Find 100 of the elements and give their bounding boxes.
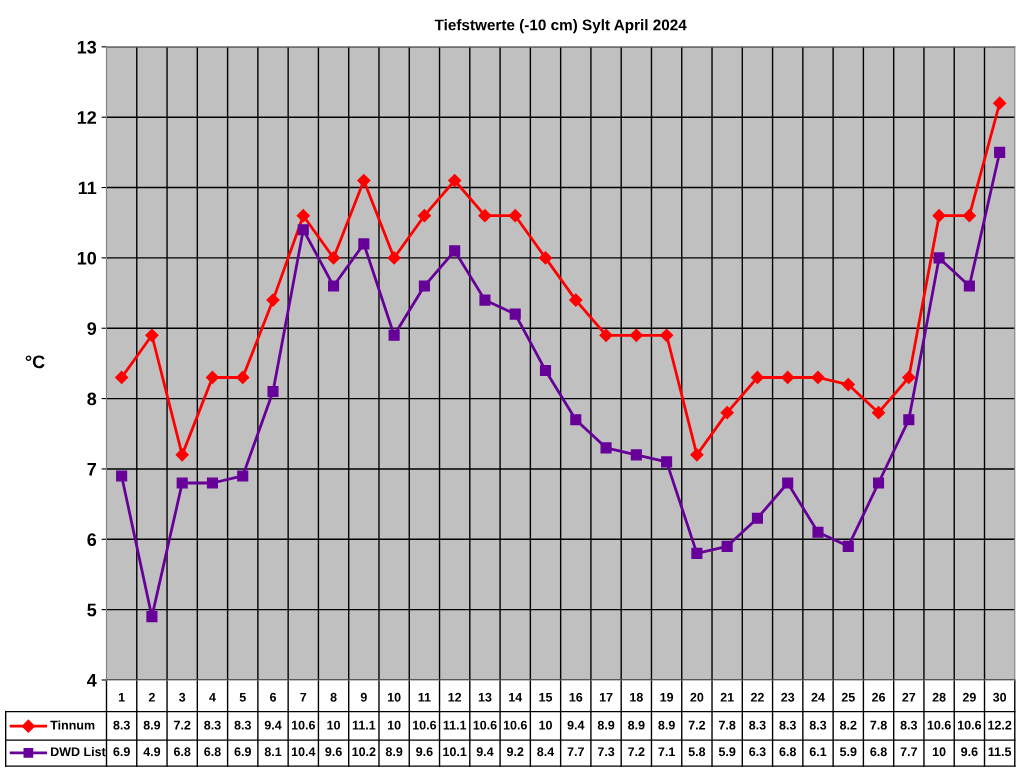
data-label: 11.1 xyxy=(443,720,467,730)
point xyxy=(933,252,945,264)
y-tick-label: 8 xyxy=(87,392,97,406)
point xyxy=(508,209,522,223)
point xyxy=(448,173,462,188)
x-tick-label: 22 xyxy=(750,692,764,702)
data-label: 7.3 xyxy=(597,747,615,757)
point xyxy=(175,448,189,462)
x-tick-label: 12 xyxy=(448,692,462,702)
data-label: 9.6 xyxy=(325,747,342,757)
data-label: 8.4 xyxy=(537,747,555,757)
x-tick-label: 29 xyxy=(962,692,976,702)
data-label: 8.2 xyxy=(839,720,857,730)
data-label: 10.6 xyxy=(927,720,951,730)
point xyxy=(236,370,250,385)
y-tick-label: 10 xyxy=(77,251,97,265)
data-label: 4.9 xyxy=(143,747,161,757)
data-label: 10 xyxy=(539,720,552,730)
point xyxy=(811,370,825,385)
data-label: 7.2 xyxy=(628,747,645,757)
point xyxy=(902,370,916,385)
chart-title: Tiefstwerte (-10 cm) Sylt April 2024 xyxy=(434,19,687,34)
legend-label: DWD List xyxy=(51,746,106,757)
data-label: 6.8 xyxy=(173,747,191,757)
data-label: 8.3 xyxy=(809,720,827,730)
x-tick-label: 17 xyxy=(599,692,613,702)
point xyxy=(720,406,734,420)
legend-label: Tinnum xyxy=(50,720,95,730)
y-tick-label: 13 xyxy=(77,40,97,54)
data-label: 6.8 xyxy=(204,747,221,757)
data-label: 11.1 xyxy=(352,720,376,730)
point xyxy=(539,364,552,377)
data-label: 7.8 xyxy=(870,720,887,730)
x-tick-label: 28 xyxy=(932,692,946,702)
x-tick-label: 14 xyxy=(509,692,523,702)
data-label: 10.6 xyxy=(503,720,527,730)
point xyxy=(842,540,854,552)
y-tick-label: 7 xyxy=(87,463,96,476)
point xyxy=(690,448,704,462)
point xyxy=(994,146,1006,158)
data-label: 5.8 xyxy=(688,747,706,757)
data-label: 9.6 xyxy=(416,747,433,757)
point xyxy=(660,328,674,342)
x-tick-label: 24 xyxy=(811,692,825,702)
data-label: 10.1 xyxy=(443,747,467,757)
point xyxy=(569,293,583,307)
point xyxy=(358,238,370,250)
data-label: 8.9 xyxy=(628,720,645,730)
y-axis-title: °C xyxy=(25,355,45,369)
data-label: 8.9 xyxy=(658,720,675,730)
x-tick-label: 9 xyxy=(360,692,367,702)
point xyxy=(388,329,400,341)
x-tick-label: 23 xyxy=(781,692,795,702)
point xyxy=(812,526,824,538)
data-label: 8.3 xyxy=(749,720,766,730)
data-label: 6.1 xyxy=(809,747,827,757)
point xyxy=(509,308,521,320)
data-label: 8.3 xyxy=(779,720,796,730)
x-tick-label: 7 xyxy=(300,692,307,702)
x-tick-label: 16 xyxy=(569,692,583,702)
data-label: 8.3 xyxy=(900,720,918,730)
point xyxy=(206,477,219,489)
point xyxy=(963,280,975,292)
data-label: 9.4 xyxy=(264,720,282,730)
data-label: 8.9 xyxy=(143,720,161,730)
point xyxy=(116,470,128,482)
x-tick-label: 8 xyxy=(330,692,337,702)
data-label: 10 xyxy=(387,720,401,730)
point xyxy=(782,477,794,489)
point xyxy=(417,209,431,223)
data-label: 6.9 xyxy=(234,747,251,757)
data-label: 6.8 xyxy=(870,747,887,757)
data-label: 12.2 xyxy=(988,720,1012,730)
data-label: 10 xyxy=(327,720,341,730)
data-label: 9.6 xyxy=(961,747,978,757)
point xyxy=(630,449,642,461)
point xyxy=(570,414,582,426)
point xyxy=(841,377,855,392)
point xyxy=(872,477,885,489)
point xyxy=(176,477,188,489)
data-label: 7.7 xyxy=(900,747,917,757)
data-label: 6.3 xyxy=(749,747,766,757)
x-tick-label: 25 xyxy=(841,692,855,702)
point xyxy=(145,328,159,342)
data-label: 8.3 xyxy=(234,720,251,730)
x-tick-label: 5 xyxy=(239,692,246,702)
data-label: 9.2 xyxy=(506,747,524,757)
point xyxy=(267,386,279,398)
point xyxy=(115,370,129,385)
data-label: 10 xyxy=(932,747,946,757)
data-label: 8.3 xyxy=(204,720,221,730)
point xyxy=(871,406,886,420)
point xyxy=(751,512,763,524)
point xyxy=(903,414,915,426)
data-label: 5.9 xyxy=(839,747,857,757)
point xyxy=(993,96,1007,110)
point xyxy=(237,470,249,482)
y-tick-label: 12 xyxy=(77,111,97,124)
data-label: 8.3 xyxy=(113,720,130,730)
point xyxy=(750,370,765,385)
